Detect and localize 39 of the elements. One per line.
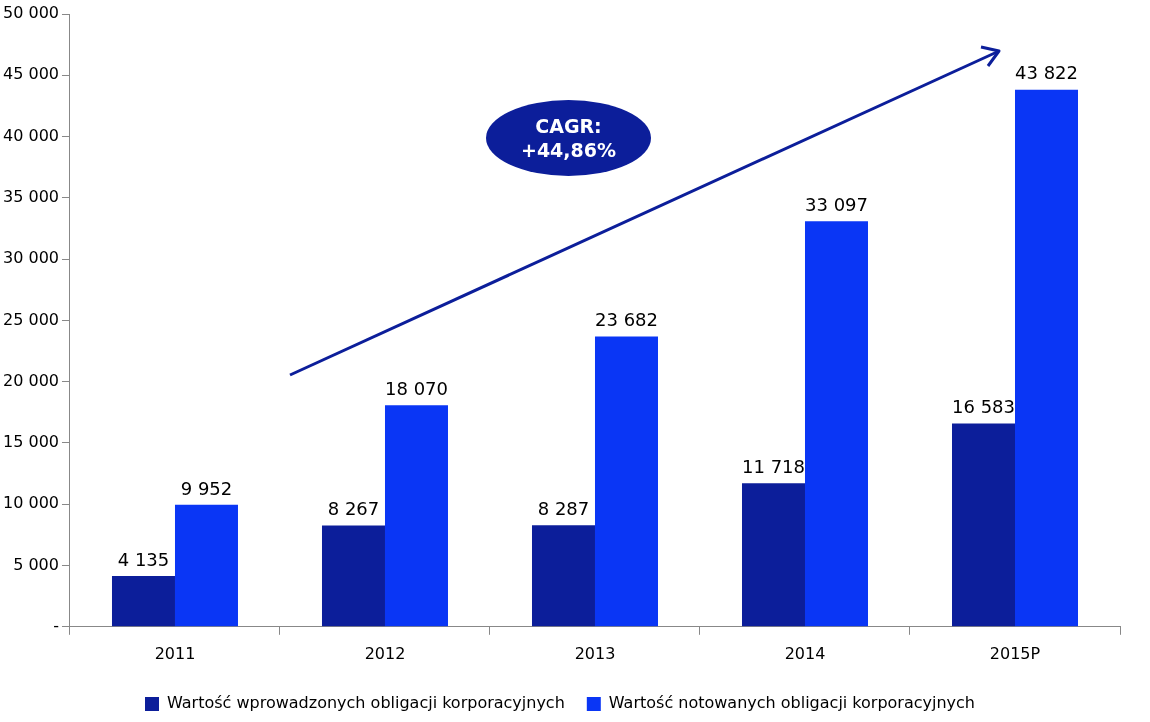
bar: [111, 576, 175, 627]
bar: [741, 483, 805, 627]
y-tick-label: 25 000: [3, 309, 59, 329]
legend-label: Wartość wprowadzonych obligacji korporacyjnych: [167, 693, 565, 713]
y-tick-label: 45 000: [3, 64, 59, 84]
data-label: 11 718: [742, 455, 805, 477]
x-tick-label: 2012: [364, 643, 406, 663]
data-label: 43 822: [1015, 62, 1078, 84]
y-tick-label: 35 000: [3, 187, 59, 206]
x-tick-label: 2014: [784, 643, 826, 663]
bar: [805, 221, 868, 627]
bar: [531, 525, 595, 627]
x-tick-label: 2015P: [989, 643, 1041, 663]
legend-label: Wartość notowanych obligacji korporacyjnych: [608, 693, 976, 713]
y-tick-label: -: [53, 615, 59, 635]
data-label: 8 267: [327, 498, 380, 520]
data-label: 33 097: [805, 193, 868, 215]
y-tick-label: 20 000: [3, 370, 59, 390]
y-tick-label: 15 000: [3, 432, 59, 452]
data-label: 8 287: [537, 497, 590, 519]
y-tick-label: 50 000: [3, 3, 59, 23]
data-label: 4 135: [117, 548, 170, 570]
y-tick-label: 5 000: [13, 554, 59, 574]
bar: [594, 336, 658, 627]
data-label: 23 682: [595, 309, 658, 331]
bar: [1015, 89, 1078, 627]
y-tick-label: 40 000: [3, 125, 59, 145]
data-label: 9 952: [180, 477, 233, 499]
x-tick-label: 2011: [154, 643, 196, 663]
data-label: 18 070: [385, 378, 448, 400]
bar: [384, 405, 448, 627]
x-tick-label: 2013: [574, 643, 616, 663]
ellipse-badge: CAGR: +44,86%: [486, 100, 651, 176]
data-label: 16 583: [952, 396, 1015, 418]
y-tick-label: 30 000: [3, 248, 59, 268]
bar: [321, 525, 385, 627]
y-tick-label: 10 000: [3, 493, 59, 513]
bar: [952, 423, 1015, 627]
bar: [174, 504, 238, 627]
